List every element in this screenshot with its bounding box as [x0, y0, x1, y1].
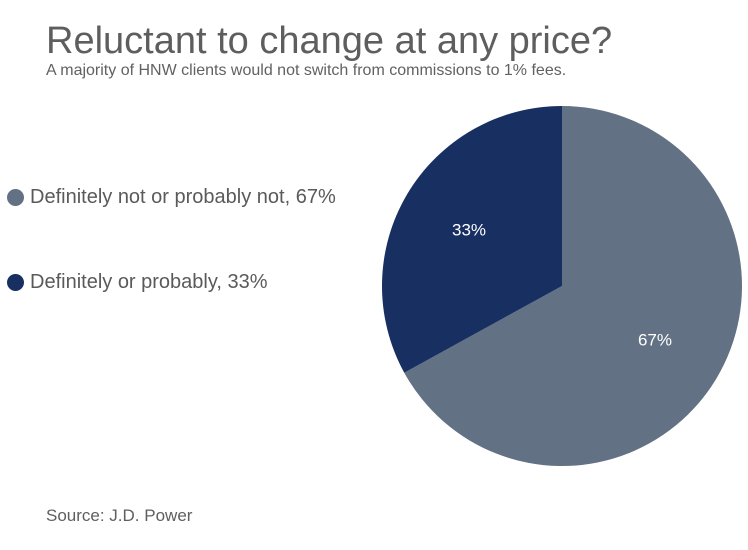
legend-swatch-definitely-not: [7, 188, 24, 206]
pie-slice-label-0: 67%: [638, 330, 672, 349]
chart-source: Source: J.D. Power: [46, 506, 193, 525]
legend-item-definitely-not: Definitely not or probably not, 67%: [7, 184, 336, 210]
legend-label-definitely: Definitely or probably, 33%: [30, 270, 268, 293]
legend-swatch-definitely: [7, 273, 24, 291]
pie-group: 67% 33%: [381, 106, 742, 466]
pie-slice-1: [381, 106, 562, 373]
chart-subtitle: A majority of HNW clients would not swit…: [46, 62, 567, 79]
pie-slice-0: [404, 106, 742, 466]
legend-label-definitely-not: Definitely not or probably not, 67%: [30, 185, 336, 208]
legend-item-definitely: Definitely or probably, 33%: [7, 269, 268, 295]
chart-title: Reluctant to change at any price?: [46, 20, 613, 62]
pie-slice-label-1: 33%: [452, 221, 486, 240]
